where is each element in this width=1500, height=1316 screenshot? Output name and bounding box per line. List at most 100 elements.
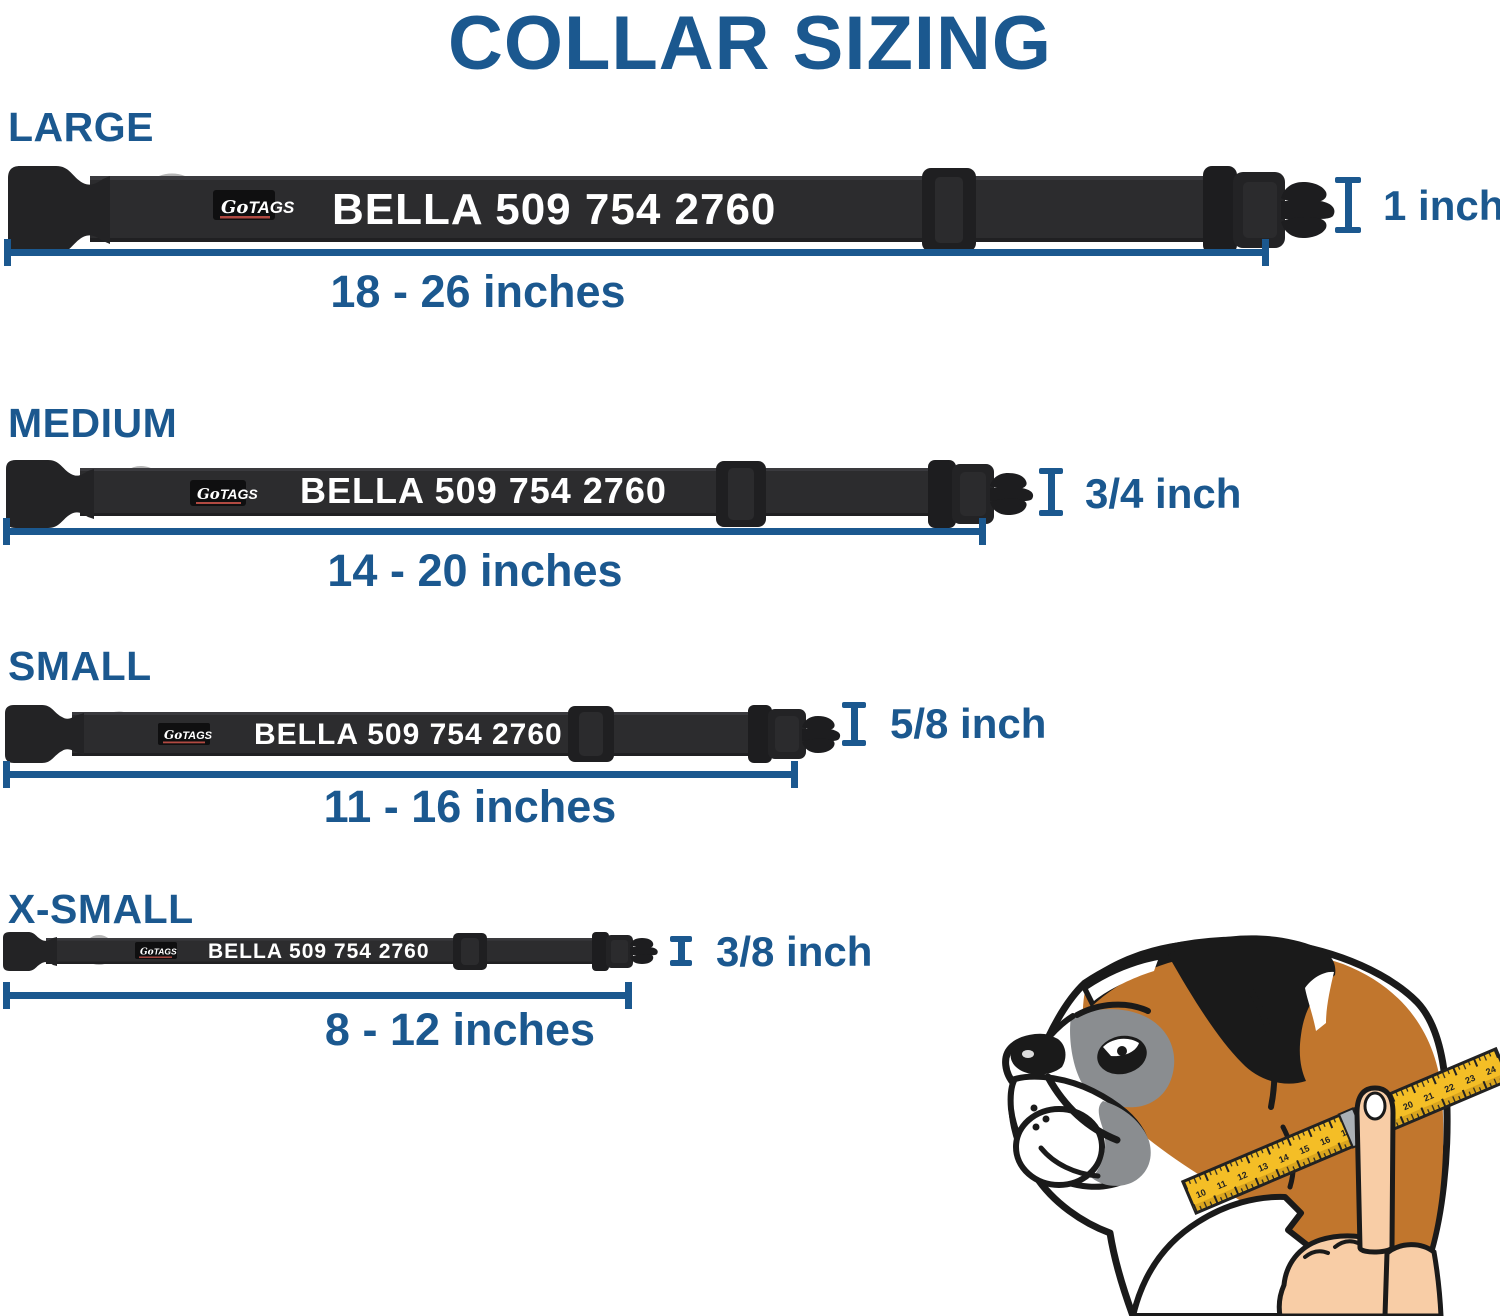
head-fur <box>1082 947 1444 1315</box>
collar-strap <box>90 176 1212 242</box>
svg-text:GoTAGS: GoTAGS <box>164 728 213 742</box>
head-highlight <box>1088 960 1158 1001</box>
brand-logo-underline <box>163 741 205 744</box>
collar-graphic-small: GoTAGS BELLA 509 754 2760 <box>5 705 841 763</box>
tape-number: 21 <box>1422 1090 1435 1103</box>
page-title: COLLAR SIZING <box>447 1 1053 86</box>
width-indicator-x-small <box>670 936 692 966</box>
brand-logo-tags: TAGS <box>154 947 177 957</box>
svg-text:GoTAGS: GoTAGS <box>221 197 295 218</box>
range-label-medium: 14 - 20 inches <box>327 545 623 596</box>
tape-number: 16 <box>1319 1134 1332 1147</box>
tape-number: 22 <box>1443 1082 1456 1095</box>
collar-graphic-medium: GoTAGS BELLA 509 754 2760 <box>6 460 1034 528</box>
width-label-large: 1 inch <box>1383 182 1500 229</box>
brand-logo-underline <box>196 502 241 504</box>
measure-tick <box>625 982 632 1009</box>
muzzle-gray-patch <box>1092 1101 1151 1186</box>
whisker-dot <box>1032 1123 1040 1131</box>
personalization-text: BELLA 509 754 2760 <box>254 718 563 751</box>
personalization-text: BELLA 509 754 2760 <box>300 470 667 511</box>
neck-contour-line <box>1248 988 1278 1110</box>
measure-tick <box>4 239 11 266</box>
tape-number: 13 <box>1256 1161 1269 1174</box>
nostril <box>1022 1050 1034 1058</box>
dog-head <box>1002 935 1451 1316</box>
brand-logo-underline <box>139 956 172 958</box>
size-label-x-small: X-SMALL <box>8 886 194 932</box>
brand-logo-go: Go <box>197 485 220 503</box>
brand-logo-patch: GoTAGS <box>158 723 213 745</box>
measure-tick <box>3 982 10 1009</box>
strap-highlight <box>80 468 938 471</box>
brand-logo-patch: GoTAGS <box>135 942 177 959</box>
measure-line-small <box>3 761 798 788</box>
chest <box>1130 1193 1321 1316</box>
strap-highlight <box>72 712 755 715</box>
width-indicator-large <box>1335 177 1361 233</box>
knuckle-lines <box>1303 1239 1360 1259</box>
strap-slider <box>568 706 614 762</box>
size-label-medium: MEDIUM <box>8 400 178 446</box>
ear <box>1168 935 1336 1084</box>
measure-line-large <box>4 239 1269 266</box>
strap-shadow <box>46 961 598 964</box>
brand-logo-go: Go <box>221 197 248 218</box>
width-label-medium: 3/4 inch <box>1085 470 1242 517</box>
measure-tick <box>791 761 798 788</box>
nose-bridge-line <box>1046 1013 1076 1040</box>
chin-line <box>1038 1145 1101 1179</box>
measure-line-x-small <box>3 982 632 1009</box>
buckle-male <box>928 460 1034 528</box>
size-label-large: LARGE <box>8 104 154 150</box>
buckle-female <box>3 932 57 971</box>
personalization-text: BELLA 509 754 2760 <box>332 185 776 234</box>
personalization-text: BELLA 509 754 2760 <box>208 940 430 963</box>
tape-number: 23 <box>1464 1073 1477 1086</box>
brand-logo-tags: TAGS <box>220 486 259 502</box>
buckle-female <box>5 705 84 763</box>
brand-logo-go: Go <box>140 948 154 958</box>
brand-logo-tags: TAGS <box>182 730 212 742</box>
brand-logo-underline <box>220 216 270 219</box>
collar-graphic-large: GoTAGS BELLA 509 754 2760 <box>8 166 1335 254</box>
wrist <box>1382 1242 1444 1316</box>
whisker-dot <box>1042 1115 1050 1123</box>
width-label-x-small: 3/8 inch <box>716 928 873 975</box>
strap-shadow <box>72 753 755 756</box>
nose <box>1010 1034 1066 1075</box>
fingernail <box>1363 1091 1387 1121</box>
strap-slider <box>716 461 766 527</box>
mouth-line <box>1044 1073 1121 1144</box>
tape-number: 20 <box>1401 1099 1414 1112</box>
svg-text:GoTAGS: GoTAGS <box>140 947 177 958</box>
svg-text:GoTAGS: GoTAGS <box>197 485 258 503</box>
measure-tick <box>3 761 10 788</box>
range-label-x-small: 8 - 12 inches <box>324 1004 596 1055</box>
strap-slider <box>922 168 976 252</box>
strap-shadow <box>80 513 938 516</box>
measure-tick <box>3 518 10 545</box>
tape-number: 10 <box>1194 1187 1207 1200</box>
eyebrow-line <box>1074 1001 1151 1018</box>
ear-fold <box>1305 971 1334 1031</box>
strap-highlight <box>90 176 1212 180</box>
measure-line-medium <box>3 518 986 545</box>
tape-number: 14 <box>1277 1152 1290 1165</box>
tape-number: 12 <box>1236 1169 1249 1182</box>
tape-number: 24 <box>1484 1064 1497 1077</box>
buckle-male <box>1203 166 1335 254</box>
width-indicator-medium <box>1039 468 1063 516</box>
range-label-small: 11 - 16 inches <box>323 781 617 832</box>
width-indicator-small <box>842 702 866 746</box>
strap-highlight <box>46 938 598 941</box>
brand-logo-patch: GoTAGS <box>213 190 295 220</box>
pupil <box>1117 1046 1127 1056</box>
buckle-male <box>592 932 658 971</box>
width-label-small: 5/8 inch <box>890 700 1047 747</box>
brand-logo-tags: TAGS <box>248 198 295 217</box>
measure-tick <box>1262 239 1269 266</box>
range-label-large: 18 - 26 inches <box>330 266 626 317</box>
hand <box>1276 1085 1444 1316</box>
